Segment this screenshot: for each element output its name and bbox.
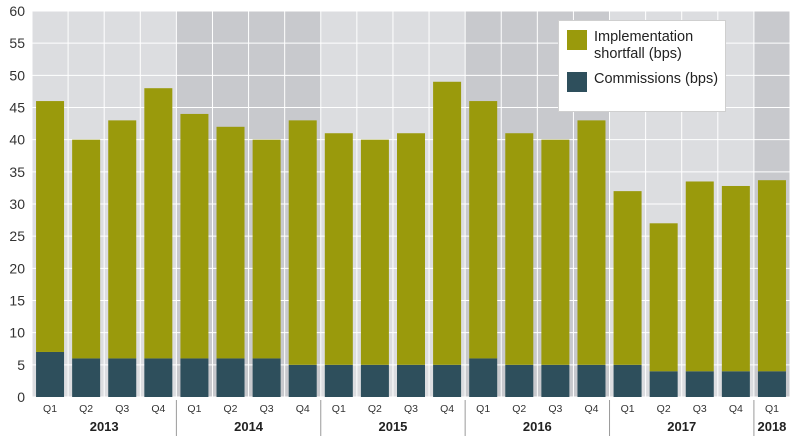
bar-commissions [721,371,750,397]
bar-commissions [360,364,389,397]
bar-commissions [72,358,101,397]
x-tick-label: Q2 [368,403,382,415]
y-tick-label: 55 [9,35,25,51]
bar-implementation-shortfall [288,120,317,365]
bar-commissions [252,358,281,397]
bar-implementation-shortfall [721,185,750,372]
x-tick-label: Q2 [512,403,526,415]
bar-implementation-shortfall [613,191,642,365]
x-tick-label: Q2 [79,403,93,415]
year-label-2015: 2015 [378,419,407,434]
bar-implementation-shortfall [433,81,462,365]
x-tick-label: Q3 [260,403,274,415]
bar-implementation-shortfall [180,113,209,359]
bar-commissions [216,358,245,397]
y-tick-label: 10 [9,325,25,341]
bar-commissions [433,364,462,397]
y-tick-label: 60 [9,3,25,19]
legend-label-commissions: Commissions (bps) [594,71,719,87]
bar-commissions [144,358,173,397]
x-tick-label: Q1 [765,403,779,415]
bar-commissions [541,364,570,397]
bar-commissions [108,358,137,397]
x-tick-label: Q3 [693,403,707,415]
y-tick-label: 20 [9,260,25,276]
x-tick-label: Q3 [548,403,562,415]
bar-commissions [649,371,678,397]
bar-implementation-shortfall [397,133,425,365]
bar-implementation-shortfall [252,139,281,359]
y-tick-label: 15 [9,293,25,309]
bars [36,81,786,397]
y-tick-label: 0 [17,389,25,405]
y-tick-label: 35 [9,164,25,180]
x-tick-label: Q2 [224,403,238,415]
bar-commissions [469,358,498,397]
year-label-2017: 2017 [667,419,696,434]
bar-commissions [505,364,534,397]
legend-item-commissions: Commissions (bps) [567,71,724,92]
y-tick-label: 5 [17,357,25,373]
year-label-2018: 2018 [757,419,786,434]
legend-label-implementation-shortfall: Implementation shortfall (bps) [594,29,694,62]
bar-commissions [613,364,642,397]
bar-implementation-shortfall [324,133,353,365]
bar-commissions [685,371,714,397]
bar-implementation-shortfall [72,139,101,359]
bar-commissions [757,371,786,397]
bar-commissions [397,364,425,397]
x-tick-label: Q2 [657,403,671,415]
bar-commissions [180,358,209,397]
bar-commissions [577,364,606,397]
y-axis-ticks: 0 5 10 15 20 25 30 35 40 45 50 55 60 [9,3,25,405]
bar-implementation-shortfall [649,223,678,372]
year-label-2013: 2013 [90,419,119,434]
bar-commissions [288,364,317,397]
x-tick-label: Q4 [440,403,454,415]
x-tick-label: Q1 [187,403,201,415]
year-label-2016: 2016 [523,419,552,434]
bar-commissions [36,351,65,397]
y-tick-label: 30 [9,196,25,212]
x-tick-label: Q4 [729,403,743,415]
legend-swatch-commissions [567,72,587,92]
x-tick-label: Q3 [404,403,418,415]
x-tick-label: Q4 [296,403,310,415]
bar-implementation-shortfall [757,180,786,372]
bar-implementation-shortfall [505,133,534,365]
bar-implementation-shortfall [36,101,65,352]
legend-item-implementation-shortfall: Implementation shortfall (bps) [567,29,724,63]
bar-commissions [324,364,353,397]
y-tick-label: 40 [9,132,25,148]
y-tick-label: 45 [9,100,25,116]
bar-implementation-shortfall [685,181,714,372]
x-axis-ticks: Q1 Q2 Q3 Q4 Q1 Q2 Q3 Q4 Q1 Q2 Q3 Q4 Q1 Q2 Q3 Q4 Q1 Q2 Q3 Q4… [43,400,786,436]
y-tick-label: 50 [9,67,25,83]
bar-implementation-shortfall [216,126,245,359]
bar-implementation-shortfall [360,139,389,365]
bar-implementation-shortfall [144,88,173,359]
bar-implementation-shortfall [469,101,498,359]
x-tick-label: Q1 [43,403,57,415]
bar-implementation-shortfall [541,139,570,365]
y-tick-label: 25 [9,228,25,244]
year-label-2014: 2014 [234,419,264,434]
bar-implementation-shortfall [577,120,606,365]
bar-implementation-shortfall [108,120,137,359]
chart-legend: Implementation shortfall (bps) Commissio… [558,20,726,112]
x-tick-label: Q4 [151,403,165,415]
x-tick-label: Q1 [332,403,346,415]
x-tick-label: Q4 [584,403,598,415]
x-tick-label: Q1 [621,403,635,415]
x-tick-label: Q3 [115,403,129,415]
legend-swatch-implementation-shortfall [567,30,587,50]
x-tick-label: Q1 [476,403,490,415]
